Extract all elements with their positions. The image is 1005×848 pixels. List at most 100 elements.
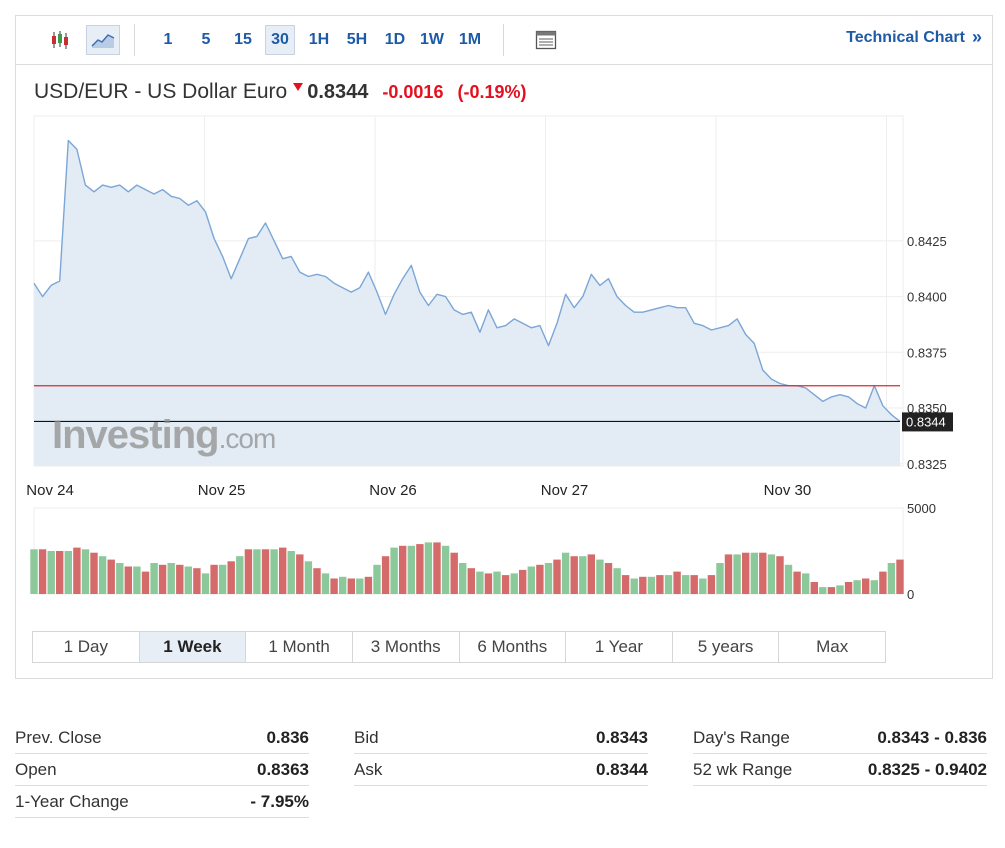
volume-bar xyxy=(158,564,167,594)
x-tick-label: Nov 30 xyxy=(764,482,812,499)
volume-bar xyxy=(879,571,887,594)
volume-bar xyxy=(56,551,64,594)
range-tab-1-year[interactable]: 1 Year xyxy=(566,632,673,662)
candlestick-icon[interactable] xyxy=(43,25,77,55)
volume-bar xyxy=(433,542,441,594)
volume-bar xyxy=(579,556,587,594)
stats-column-1: Prev. Close 0.836 Open 0.8363 1-Year Change -… xyxy=(15,722,309,818)
volume-bar xyxy=(356,578,364,594)
volume-bar xyxy=(604,563,613,594)
volume-bar xyxy=(244,549,253,594)
stat-value: - 7.95% xyxy=(250,791,309,811)
timeframe-1[interactable]: 1 xyxy=(163,31,173,48)
volume-bar xyxy=(716,563,724,594)
volume-bar xyxy=(450,552,458,594)
timeframe-15[interactable]: 15 xyxy=(234,31,252,48)
price-chart[interactable]: 0.84250.84000.83750.83500.83250.8344Inve… xyxy=(16,16,992,626)
stat-value: 0.836 xyxy=(266,727,309,747)
chart-layout-icon[interactable] xyxy=(529,25,563,55)
volume-bar xyxy=(699,578,707,594)
volume-bar xyxy=(613,568,621,594)
range-tab-1-day[interactable]: 1 Day xyxy=(33,632,140,662)
volume-bar xyxy=(73,547,81,594)
last-price-flag xyxy=(902,412,953,432)
timeframe-1h[interactable]: 1H xyxy=(308,31,330,48)
volume-bar xyxy=(553,559,561,594)
stat-label: Prev. Close xyxy=(15,727,102,747)
stat-label: Ask xyxy=(354,759,383,779)
volume-bar xyxy=(287,551,295,594)
volume-bar xyxy=(776,556,784,594)
volume-bar xyxy=(313,568,321,594)
stat-label: Open xyxy=(15,759,57,779)
volume-bar xyxy=(347,578,355,594)
timeframe-5h[interactable]: 5H xyxy=(346,31,368,48)
range-tab-1-month[interactable]: 1 Month xyxy=(246,632,353,662)
volume-bar xyxy=(279,547,287,594)
y-tick-label: 0.8400 xyxy=(907,290,947,305)
stat-row: 1-Year Change - 7.95% xyxy=(15,786,309,818)
timeframe-1w[interactable]: 1W xyxy=(420,31,444,48)
range-tab-max[interactable]: Max xyxy=(816,637,849,656)
range-tabs: 1 Day 1 Week 1 Month 3 Months 6 Months 1 Year… xyxy=(32,631,886,663)
stat-row: Prev. Close 0.836 xyxy=(15,722,309,754)
volume-bar xyxy=(227,561,235,594)
volume-bar xyxy=(236,556,244,594)
x-tick-label: Nov 26 xyxy=(369,482,417,499)
volume-bar xyxy=(116,563,124,594)
stat-row: Ask 0.8344 xyxy=(354,754,648,786)
volume-bar xyxy=(690,575,698,594)
volume-bar xyxy=(38,549,47,594)
stat-value: 0.8343 xyxy=(596,727,648,747)
volume-bar xyxy=(416,544,424,594)
volume-bar xyxy=(81,549,90,594)
double-chevron-right-icon: » xyxy=(971,27,982,47)
y-tick-label: 0.8350 xyxy=(907,401,947,416)
price-change-percent: (-0.19%) xyxy=(457,81,527,102)
volume-bar xyxy=(527,566,535,594)
range-tab-6-months[interactable]: 6 Months xyxy=(460,632,567,662)
range-tab-5-years[interactable]: 5 years xyxy=(673,632,780,662)
volume-bar xyxy=(673,571,681,594)
volume-bar xyxy=(587,554,595,594)
volume-bar xyxy=(296,554,304,594)
last-price-flag-label: 0.8344 xyxy=(906,414,946,429)
stat-label: 1-Year Change xyxy=(15,791,129,811)
volume-bar xyxy=(621,575,630,594)
timeframe-1d[interactable]: 1D xyxy=(384,31,406,48)
volume-bar xyxy=(304,561,313,594)
watermark-domain: .com xyxy=(219,423,276,454)
volume-bar xyxy=(176,564,184,594)
volume-bar xyxy=(536,564,544,594)
volume-bar xyxy=(64,551,72,594)
volume-bar xyxy=(193,568,201,594)
price-line xyxy=(33,139,901,422)
volume-bar xyxy=(519,569,527,594)
timeframe-1m[interactable]: 1M xyxy=(458,31,482,48)
x-tick-label: Nov 24 xyxy=(26,482,74,499)
volume-bar xyxy=(390,547,398,594)
technical-chart-link[interactable]: Technical Chart » xyxy=(846,27,982,48)
volume-bar xyxy=(330,578,338,594)
stat-value: 0.8325 - 0.9402 xyxy=(867,759,987,779)
volume-y-tick-label: 0 xyxy=(907,587,914,602)
timeframe-30[interactable]: 30 xyxy=(265,25,295,55)
volume-bar xyxy=(827,587,836,594)
volume-bar xyxy=(493,571,501,594)
volume-bar xyxy=(682,575,690,594)
toolbar-separator xyxy=(134,24,135,56)
volume-bar xyxy=(836,585,844,594)
x-tick-label: Nov 27 xyxy=(541,482,589,499)
timeframe-5[interactable]: 5 xyxy=(201,31,211,48)
volume-bar xyxy=(30,549,38,594)
range-tab-3-months[interactable]: 3 Months xyxy=(353,632,460,662)
area-chart-icon[interactable] xyxy=(86,25,120,55)
stat-value: 0.8343 - 0.836 xyxy=(877,727,987,747)
range-tab-1-week[interactable]: 1 Week xyxy=(139,632,247,662)
volume-bar xyxy=(467,568,475,594)
volume-bar xyxy=(210,564,218,594)
volume-bar xyxy=(373,564,381,594)
toolbar-separator xyxy=(503,24,504,56)
volume-bar xyxy=(896,559,904,594)
volume-bar xyxy=(750,552,758,594)
